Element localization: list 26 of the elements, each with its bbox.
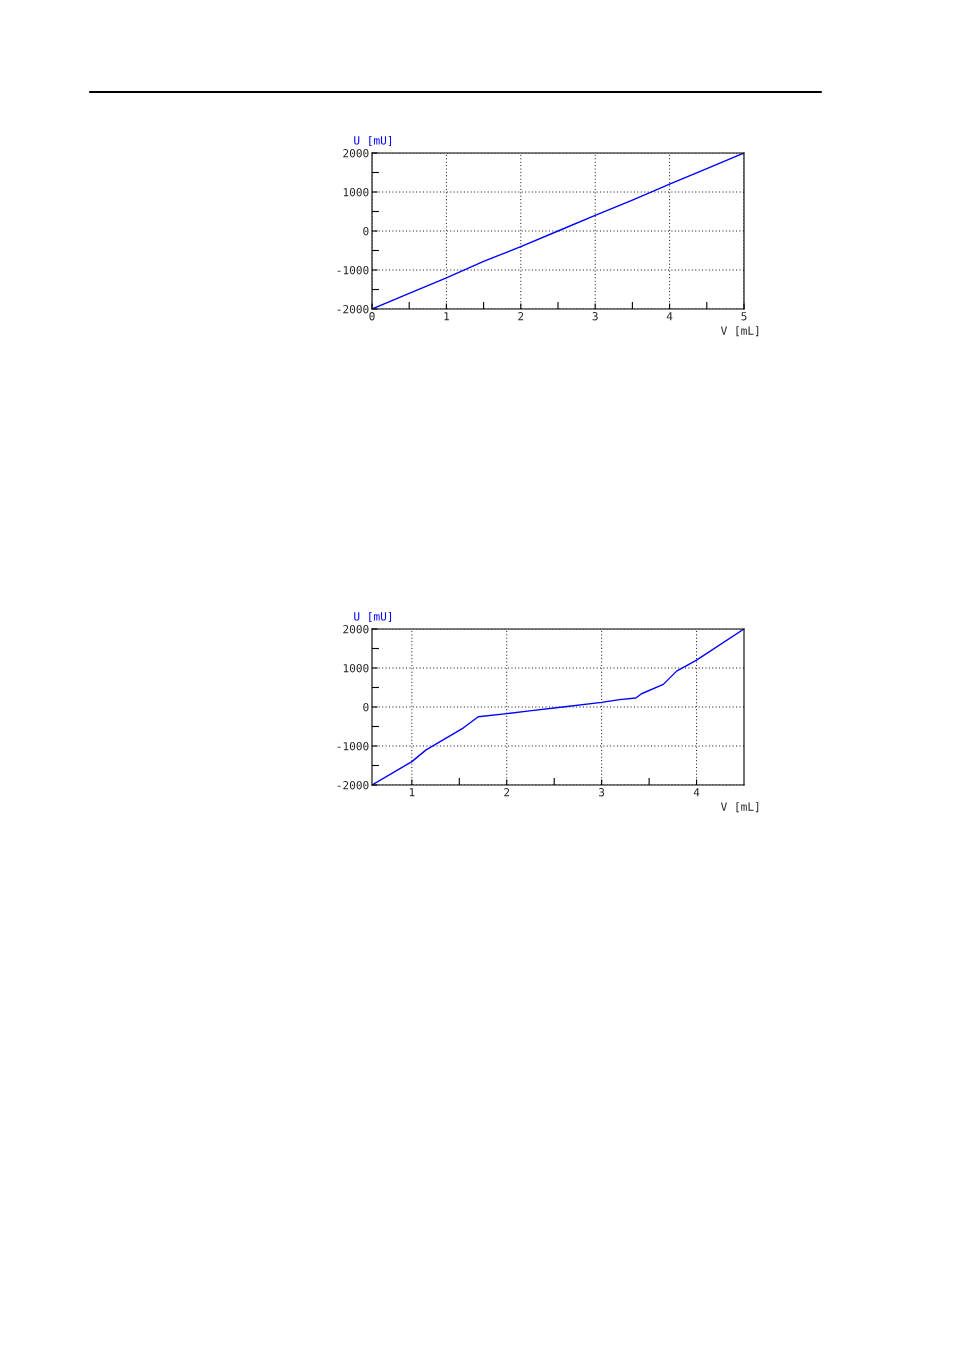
y-tick-label: 2000 bbox=[343, 625, 369, 634]
x-tick-label: 4 bbox=[693, 788, 700, 797]
x-axis-title: V [mL] bbox=[720, 326, 759, 337]
y-tick-label: 1000 bbox=[343, 188, 369, 197]
y-tick-label: 1000 bbox=[343, 664, 369, 673]
y-tick-label: -2000 bbox=[337, 305, 369, 314]
y-tick-label: -2000 bbox=[337, 781, 369, 790]
x-axis-title: V [mL] bbox=[720, 802, 759, 813]
x-tick-label: 1 bbox=[444, 312, 449, 321]
y-tick-label: 2000 bbox=[343, 149, 369, 158]
y-axis-title: U [mU] bbox=[354, 136, 392, 146]
y-tick-label: -1000 bbox=[337, 742, 369, 751]
x-tick-label: 2 bbox=[518, 312, 524, 321]
line-series bbox=[372, 629, 744, 785]
x-tick-label: 3 bbox=[592, 312, 598, 321]
x-tick-label: 5 bbox=[741, 312, 747, 321]
y-tick-label: 0 bbox=[363, 703, 369, 712]
y-tick-label: 0 bbox=[363, 227, 369, 236]
line-series bbox=[372, 153, 744, 309]
x-tick-label: 1 bbox=[409, 788, 415, 797]
x-tick-label: 0 bbox=[369, 312, 375, 321]
x-tick-label: 4 bbox=[666, 312, 673, 321]
y-axis-title: U [mU] bbox=[354, 612, 392, 622]
x-tick-label: 2 bbox=[504, 788, 510, 797]
y-tick-label: -1000 bbox=[337, 266, 369, 275]
x-tick-label: 3 bbox=[599, 788, 605, 797]
